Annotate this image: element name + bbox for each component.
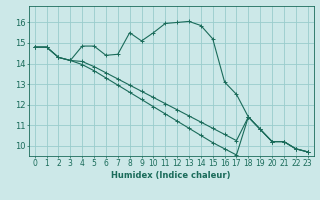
X-axis label: Humidex (Indice chaleur): Humidex (Indice chaleur) bbox=[111, 171, 231, 180]
